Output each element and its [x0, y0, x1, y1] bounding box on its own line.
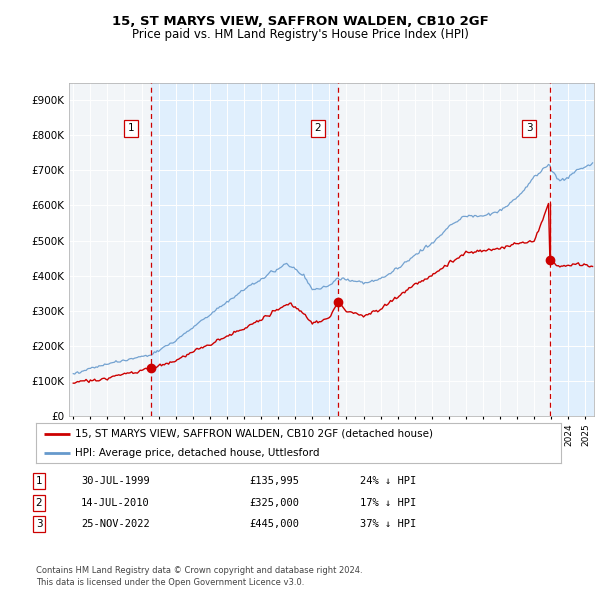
Text: 24% ↓ HPI: 24% ↓ HPI	[360, 476, 416, 486]
Text: 1: 1	[128, 123, 134, 133]
Text: Price paid vs. HM Land Registry's House Price Index (HPI): Price paid vs. HM Land Registry's House …	[131, 28, 469, 41]
Text: £445,000: £445,000	[249, 519, 299, 529]
Text: 37% ↓ HPI: 37% ↓ HPI	[360, 519, 416, 529]
Text: 15, ST MARYS VIEW, SAFFRON WALDEN, CB10 2GF (detached house): 15, ST MARYS VIEW, SAFFRON WALDEN, CB10 …	[76, 429, 433, 439]
Text: 3: 3	[35, 519, 43, 529]
Text: 30-JUL-1999: 30-JUL-1999	[81, 476, 150, 486]
Text: 17% ↓ HPI: 17% ↓ HPI	[360, 498, 416, 507]
Text: 14-JUL-2010: 14-JUL-2010	[81, 498, 150, 507]
Text: Contains HM Land Registry data © Crown copyright and database right 2024.
This d: Contains HM Land Registry data © Crown c…	[36, 566, 362, 587]
Text: 15, ST MARYS VIEW, SAFFRON WALDEN, CB10 2GF: 15, ST MARYS VIEW, SAFFRON WALDEN, CB10 …	[112, 15, 488, 28]
Text: £325,000: £325,000	[249, 498, 299, 507]
Text: 3: 3	[526, 123, 532, 133]
Text: 2: 2	[35, 498, 43, 507]
Text: HPI: Average price, detached house, Uttlesford: HPI: Average price, detached house, Uttl…	[76, 448, 320, 458]
Text: £135,995: £135,995	[249, 476, 299, 486]
Bar	[151, 83, 338, 416]
Text: 1: 1	[35, 476, 43, 486]
Text: 2: 2	[314, 123, 321, 133]
Bar	[550, 83, 594, 416]
Text: 25-NOV-2022: 25-NOV-2022	[81, 519, 150, 529]
